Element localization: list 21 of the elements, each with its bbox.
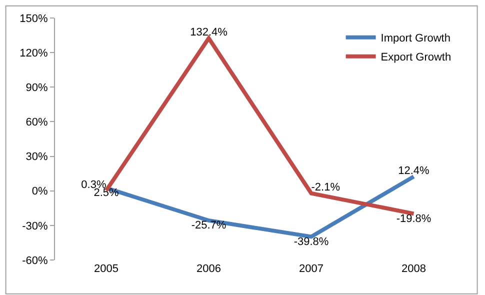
y-tick-label: -30% (22, 220, 48, 232)
y-tick-label: 150% (20, 12, 48, 25)
data-label: -39.8% (294, 236, 329, 248)
y-tick-label: 120% (20, 47, 48, 60)
x-tick-label: 2006 (196, 263, 221, 275)
y-tick-label: 90% (26, 82, 48, 94)
x-tick-label: 2005 (94, 263, 118, 275)
y-tick-label: 60% (26, 116, 48, 129)
y-tick-label: 0% (32, 186, 48, 198)
data-label: -2.1% (311, 182, 340, 194)
x-tick-label: 2008 (402, 263, 426, 275)
data-label: -25.7% (191, 220, 226, 232)
data-label: -19.8% (396, 212, 432, 225)
y-tick-label: 30% (26, 151, 48, 164)
x-tick-label: 2007 (299, 263, 324, 275)
legend-label: Import Growth (380, 32, 450, 45)
data-label: 12.4% (398, 164, 430, 177)
y-tick-label: -60% (22, 254, 48, 267)
legend-label: Export Growth (380, 52, 452, 64)
data-label: 132.4% (190, 26, 228, 39)
data-label: 2.5% (94, 187, 119, 200)
